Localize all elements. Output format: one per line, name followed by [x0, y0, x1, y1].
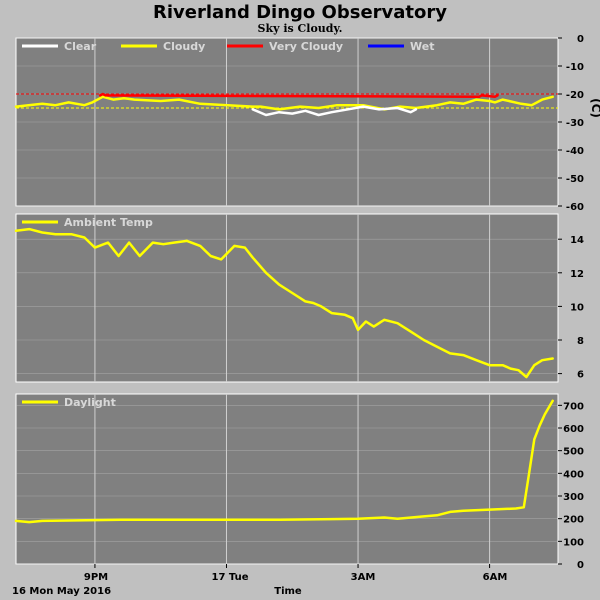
legend-label: Very Cloudy [269, 40, 343, 53]
y-tick-label: 300 [563, 492, 584, 503]
chart-title: Riverland Dingo Observatory [153, 2, 447, 23]
y-tick-label: 6 [577, 370, 584, 381]
legend-label: Clear [64, 40, 97, 53]
series-line-cloudy [14, 95, 554, 111]
chart-subtitle: Sky is Cloudy. [258, 22, 343, 35]
panel-3: 700 600 500 400 300 200 100 0 Daylight [14, 393, 584, 571]
x-tick-label-9pm: 9PM [84, 572, 108, 583]
x-tick-label-17-tue: 17 Tue [211, 572, 248, 583]
y-tick-label: 600 [563, 424, 584, 435]
legend-label: Ambient Temp [64, 216, 153, 229]
y-tick-label: -40 [566, 146, 584, 157]
y-tick-label: -20 [566, 90, 584, 101]
y-tick-label: 700 [563, 401, 584, 412]
x-axis-label: Time [274, 586, 302, 597]
y-tick-label: 100 [563, 537, 584, 548]
legend-label: Daylight [64, 396, 116, 409]
y-tick-label: 12 [570, 269, 584, 280]
legend-label: Cloudy [163, 40, 205, 53]
panel-background [15, 37, 559, 207]
y-tick-label: 0 [577, 34, 584, 45]
y-tick-label: 200 [563, 515, 584, 526]
y-tick-label: -60 [566, 202, 584, 213]
y-tick-label: -30 [566, 118, 584, 129]
y-tick-label: 0 [577, 560, 584, 571]
panels: 0 -10 -20 -30 -40 -50 -60 Clear Cloudy Very Cloud… [14, 34, 600, 571]
series-line-daylight [14, 399, 554, 524]
legend-label: Wet [410, 40, 434, 53]
x-tick-label-3am: 3AM [351, 572, 376, 583]
y-tick-label: 8 [577, 336, 584, 347]
panel-background [15, 393, 559, 565]
series-line-clear [251, 105, 418, 117]
y-tick-label: 10 [570, 302, 584, 313]
y-axis-label: (C) [589, 98, 600, 118]
series-line-ambient-temp [14, 227, 554, 379]
y-tick-label: -10 [566, 62, 584, 73]
y-tick-label: 400 [563, 469, 584, 480]
x-tick-label-6am: 6AM [483, 572, 508, 583]
y-tick-label: -50 [566, 174, 584, 185]
panel-1: 0 -10 -20 -30 -40 -50 -60 Clear Cloudy Very Cloud… [14, 34, 600, 213]
series-line-very-cloudy [98, 92, 499, 99]
y-tick-label: 500 [563, 447, 584, 458]
panel-2: 14 12 10 8 6 Ambient Temp [14, 213, 584, 383]
x-date-label: 16 Mon May 2016 [12, 586, 111, 597]
y-tick-label: 14 [570, 235, 584, 246]
